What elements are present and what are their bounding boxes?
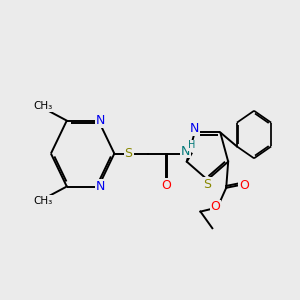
Text: N: N bbox=[181, 145, 190, 158]
Text: S: S bbox=[203, 178, 211, 191]
Text: S: S bbox=[124, 147, 132, 160]
Text: N: N bbox=[96, 114, 105, 127]
Text: H: H bbox=[188, 140, 195, 150]
Text: O: O bbox=[239, 179, 249, 192]
Text: N: N bbox=[96, 180, 105, 193]
Text: CH₃: CH₃ bbox=[33, 196, 52, 206]
Text: CH₃: CH₃ bbox=[33, 101, 52, 111]
Text: O: O bbox=[210, 200, 220, 213]
Text: O: O bbox=[161, 179, 171, 192]
Text: N: N bbox=[190, 122, 199, 135]
